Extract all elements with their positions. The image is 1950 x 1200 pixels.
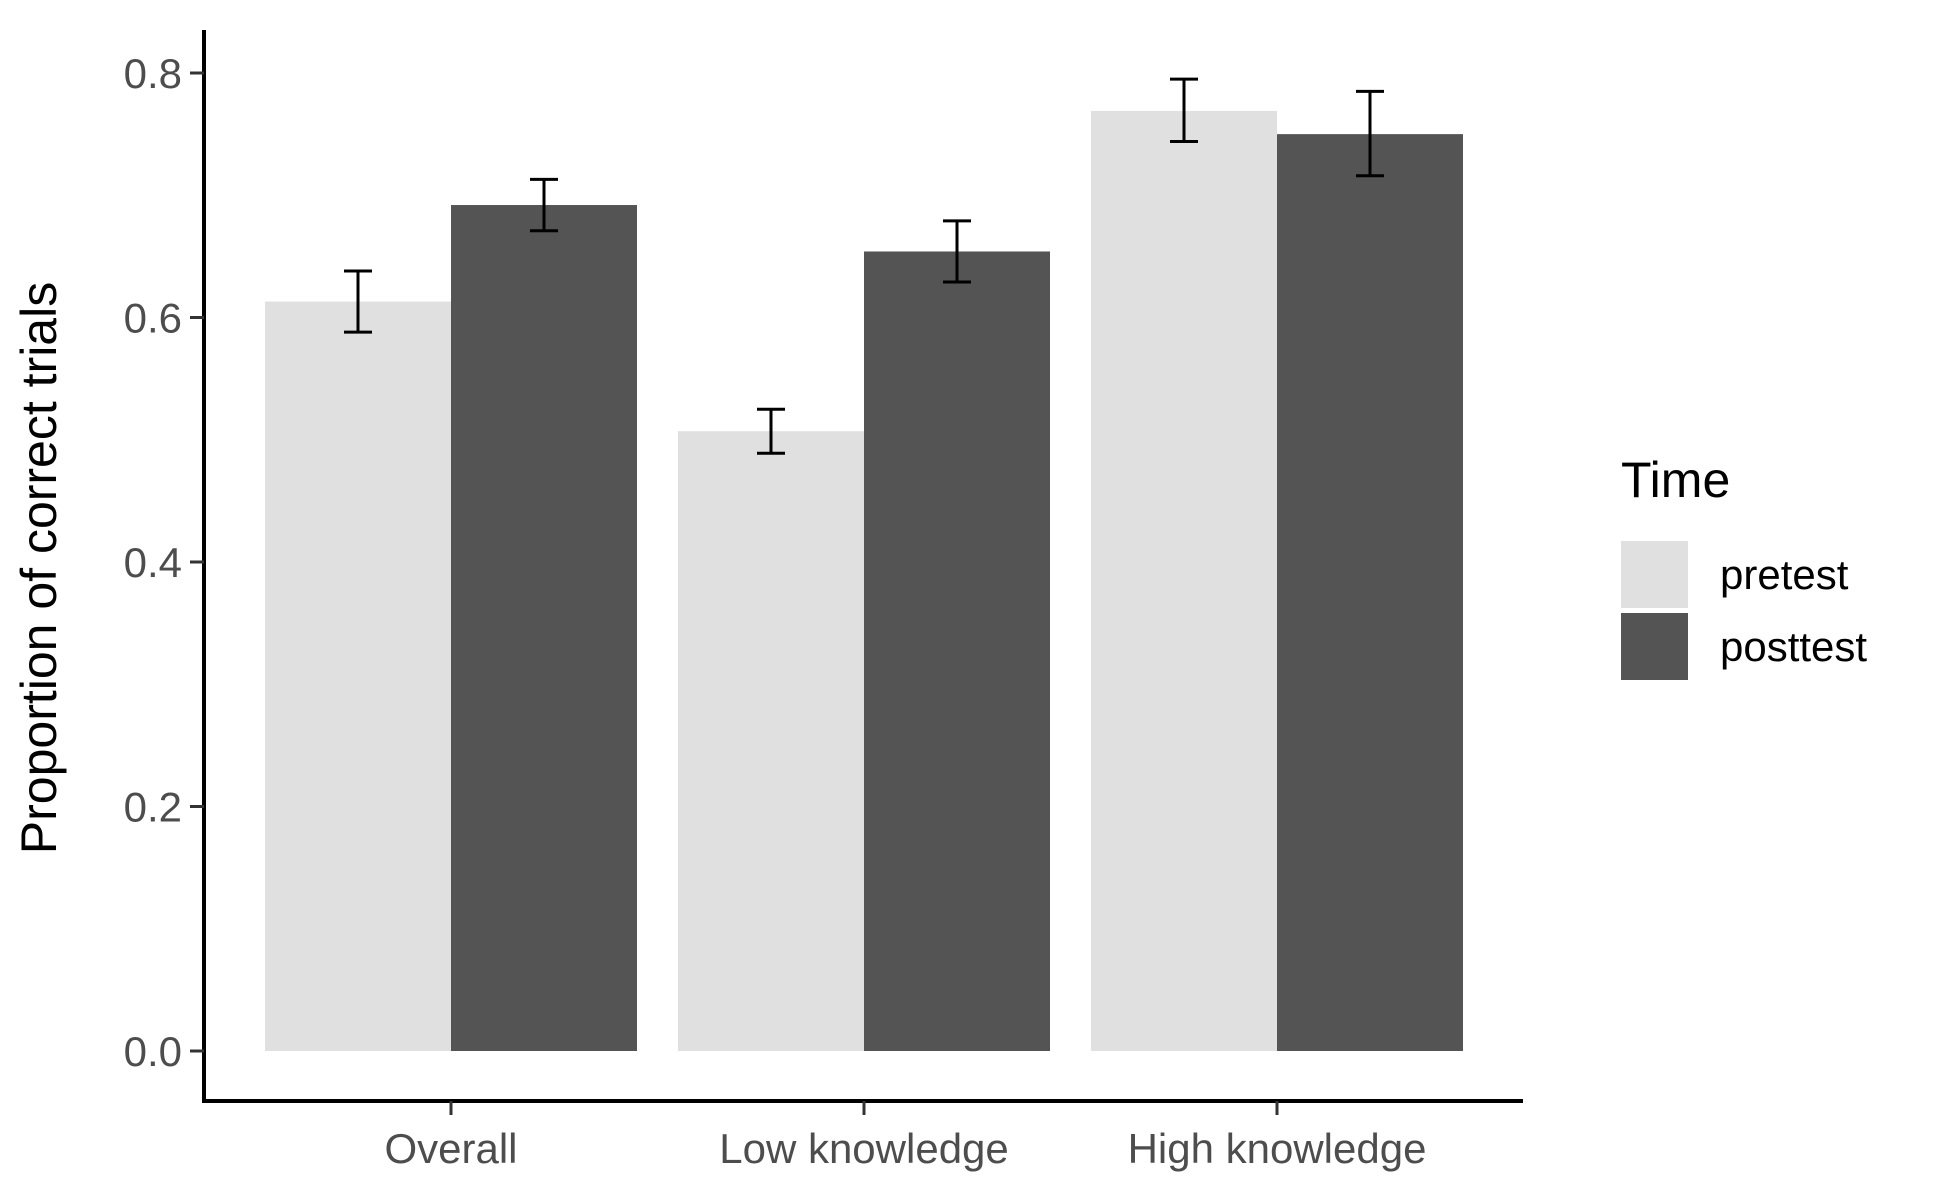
bars-layer (265, 110, 1463, 1052)
error-bar-pretest-1 (757, 407, 785, 455)
x-tick-label: Low knowledge (719, 1125, 1009, 1172)
x-tick-label: Overall (384, 1125, 517, 1172)
y-axis: 0.0 0.2 0.4 0.6 0.8 (124, 30, 206, 1101)
x-axis: Overall Low knowledge High knowledge (202, 1099, 1523, 1172)
legend: Time pretest posttest (1621, 452, 1867, 680)
bar-pretest-1 (678, 431, 864, 1051)
x-tick-label: High knowledge (1128, 1125, 1427, 1172)
legend-label: posttest (1720, 623, 1867, 670)
bar-posttest-0 (451, 205, 637, 1051)
y-tick-label: 0.8 (124, 50, 182, 97)
legend-label: pretest (1720, 551, 1849, 598)
y-tick-label: 0.6 (124, 295, 182, 342)
error-bar-posttest-2 (1356, 89, 1384, 178)
bar-posttest-1 (864, 251, 1050, 1052)
legend-item-pretest: pretest (1621, 541, 1849, 608)
y-tick-label: 0.2 (124, 784, 182, 831)
error-bars-layer (344, 77, 1384, 455)
bar-pretest-2 (1091, 110, 1277, 1051)
error-bar-pretest-0 (344, 269, 372, 334)
y-tick-label: 0.4 (124, 539, 182, 586)
legend-items: pretest posttest (1621, 541, 1867, 680)
error-bar-pretest-2 (1170, 77, 1198, 143)
legend-swatch (1621, 541, 1688, 608)
legend-item-posttest: posttest (1621, 613, 1867, 680)
legend-swatch (1621, 613, 1688, 680)
error-bar-posttest-1 (943, 219, 971, 284)
error-bar-posttest-0 (530, 177, 558, 233)
bar-posttest-2 (1277, 134, 1463, 1051)
y-axis-title: Proportion of correct trials (11, 282, 67, 854)
legend-title: Time (1621, 452, 1730, 508)
bar-pretest-0 (265, 301, 451, 1051)
y-tick-label: 0.0 (124, 1028, 182, 1075)
